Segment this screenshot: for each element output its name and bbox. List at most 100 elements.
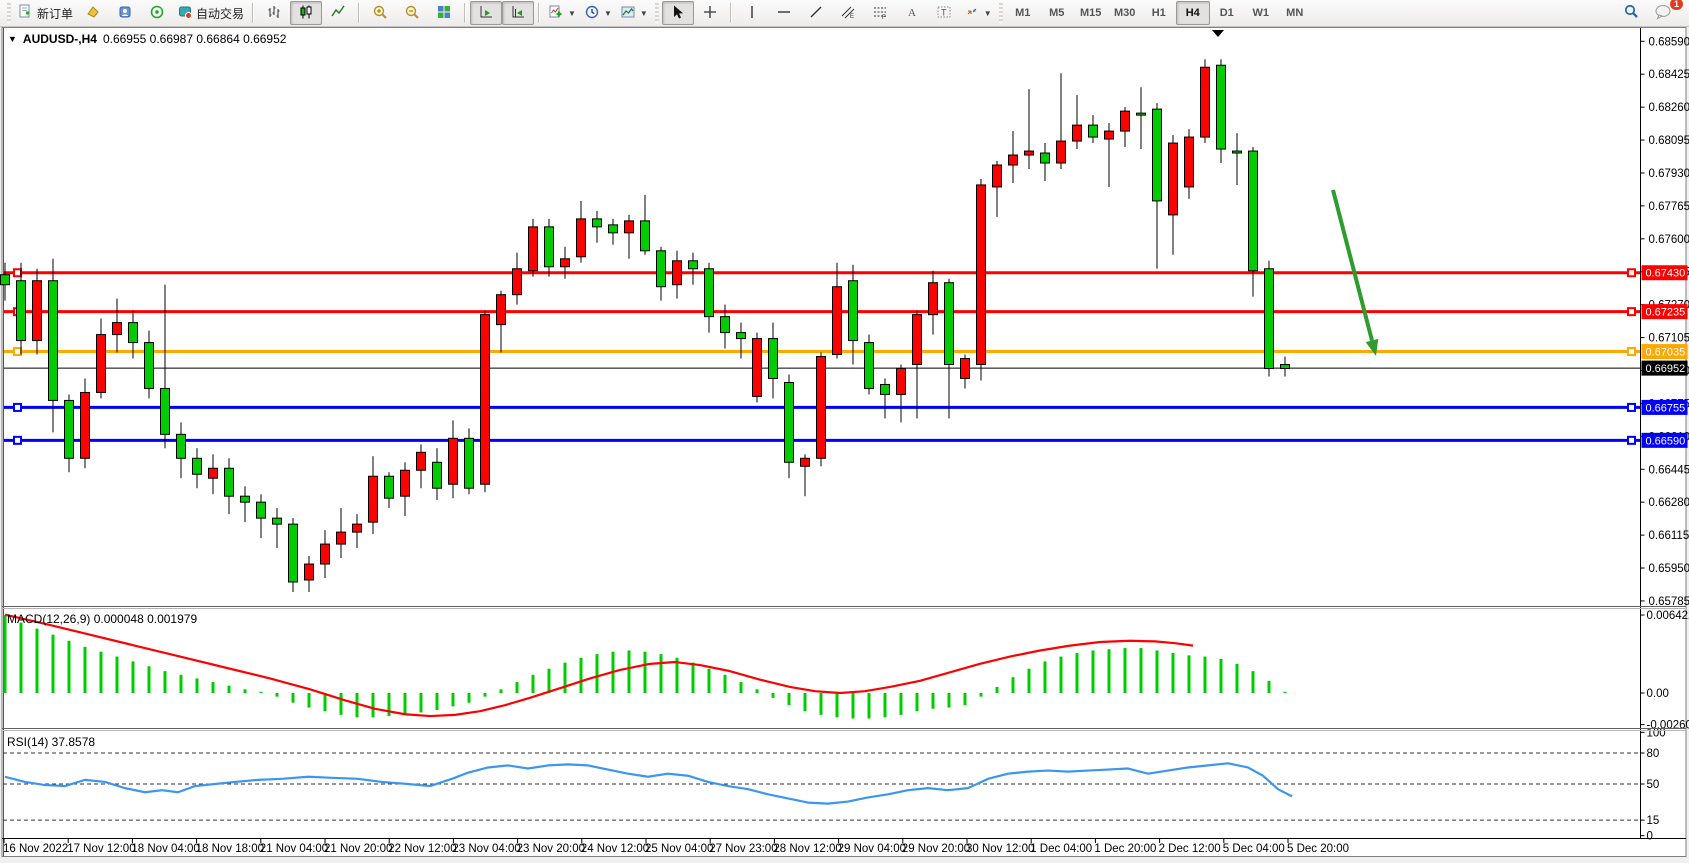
toolbar-grip[interactable] — [654, 3, 659, 23]
workspace-button[interactable] — [77, 1, 109, 25]
hline-handle[interactable] — [1627, 307, 1636, 317]
trendline-button[interactable] — [800, 1, 832, 25]
timeframe-group: M1 M5 M15 M30 H1 H4 D1 W1 MN — [1006, 1, 1312, 25]
horizontal-line-icon — [776, 4, 792, 23]
hline-handle[interactable] — [1627, 268, 1636, 278]
zoom-in-button[interactable] — [364, 1, 396, 25]
hline-handle[interactable] — [13, 268, 22, 278]
toolbar-grip[interactable] — [998, 3, 1003, 23]
tile-windows-button[interactable] — [428, 1, 460, 25]
profiles-icon — [117, 4, 133, 23]
periods-button[interactable]: ▼ — [580, 1, 616, 25]
arrows-shapes-button[interactable]: ▼ — [960, 1, 996, 25]
timeframe-m5-button[interactable]: M5 — [1049, 7, 1065, 19]
zoom-out-button[interactable] — [396, 1, 428, 25]
zoom-in-icon — [372, 4, 388, 23]
arrows-shapes-icon — [964, 4, 980, 23]
line-chart-button[interactable] — [322, 1, 354, 25]
dropdown-caret-icon: ▼ — [983, 8, 992, 18]
svg-text:23 Nov 04:00: 23 Nov 04:00 — [452, 843, 520, 855]
text-button[interactable]: A — [896, 1, 928, 25]
svg-text:23 Nov 20:00: 23 Nov 20:00 — [517, 843, 585, 855]
price-badge-0.67235: 0.67235 — [1646, 307, 1686, 319]
cursor-button[interactable] — [661, 1, 694, 25]
toolbar-separator — [252, 3, 255, 23]
timeframe-m15-button[interactable]: M15 — [1080, 7, 1102, 19]
svg-text:28 Nov 12:00: 28 Nov 12:00 — [773, 843, 841, 855]
symbol-dropdown-icon[interactable]: ▼ — [8, 34, 17, 44]
text-icon: A — [904, 4, 920, 23]
dropdown-caret-icon: ▼ — [603, 8, 612, 18]
horizontal-line-button[interactable] — [768, 1, 800, 25]
autotrading-label: 自动交易 — [196, 6, 245, 21]
svg-text:50: 50 — [1647, 779, 1660, 791]
timeframe-h4-button[interactable]: H4 — [1175, 1, 1210, 25]
hline-handle[interactable] — [1627, 435, 1636, 445]
svg-text:0.67105: 0.67105 — [1649, 333, 1689, 345]
equidistant-channel-button[interactable]: E — [832, 1, 864, 25]
svg-text:0.66115: 0.66115 — [1649, 530, 1689, 542]
svg-text:0.68590: 0.68590 — [1649, 36, 1689, 48]
timeframe-m30-button[interactable]: M30 — [1114, 7, 1136, 19]
templates-button[interactable]: ▼ — [616, 1, 652, 25]
svg-text:T: T — [941, 7, 947, 17]
hline-handle[interactable] — [13, 347, 22, 357]
chart-shift-icon — [510, 4, 526, 23]
down-arrow-annotation[interactable] — [1331, 189, 1379, 356]
toolbar-separator — [729, 3, 732, 23]
new-order-icon — [18, 4, 34, 23]
svg-text:29 Nov 04:00: 29 Nov 04:00 — [838, 843, 906, 855]
timeframe-h1-button[interactable]: H1 — [1151, 7, 1166, 19]
svg-text:0.67930: 0.67930 — [1649, 168, 1689, 180]
svg-text:16 Nov 2022: 16 Nov 2022 — [3, 843, 68, 855]
profiles-button[interactable] — [109, 1, 141, 25]
new-order-button[interactable]: 新订单 — [14, 1, 77, 25]
autoscroll-button[interactable] — [470, 1, 503, 25]
price-badge-0.67035: 0.67035 — [1646, 347, 1686, 359]
hline-handle[interactable] — [1627, 347, 1636, 357]
fibonacci-icon: F — [872, 4, 888, 23]
price-badge-0.66755: 0.66755 — [1646, 402, 1686, 414]
macd-indicator-label: MACD(12,26,9) 0.000048 0.001979 — [7, 612, 198, 626]
chart-shift-button[interactable] — [502, 1, 535, 25]
hline-handle[interactable] — [1627, 402, 1636, 412]
search-button[interactable] — [1615, 1, 1647, 25]
timeframe-w1-button[interactable]: W1 — [1252, 7, 1269, 19]
fibonacci-button[interactable]: F — [864, 1, 896, 25]
candlestick-chart-button[interactable] — [290, 1, 323, 25]
bar-position-marker-icon[interactable] — [1212, 30, 1224, 37]
autotrading-button[interactable]: 自动交易 — [173, 1, 248, 25]
svg-text:5 Dec 20:00: 5 Dec 20:00 — [1287, 843, 1349, 855]
toolbar-grip[interactable] — [7, 3, 11, 23]
hline-handle[interactable] — [13, 402, 22, 412]
vertical-line-button[interactable] — [736, 1, 768, 25]
timeframe-d1-button[interactable]: D1 — [1219, 7, 1234, 19]
rsi-line — [4, 762, 1293, 805]
svg-text:0.68260: 0.68260 — [1649, 102, 1689, 114]
hline-handle[interactable] — [13, 435, 22, 445]
signals-button[interactable] — [141, 1, 173, 25]
svg-text:15: 15 — [1647, 815, 1660, 827]
svg-text:E: E — [850, 14, 854, 20]
svg-text:1 Dec 04:00: 1 Dec 04:00 — [1030, 843, 1092, 855]
crosshair-button[interactable] — [694, 1, 726, 25]
svg-text:0.00: 0.00 — [1647, 688, 1669, 700]
text-label-button[interactable]: T — [928, 1, 960, 25]
indicator-panels-layer — [3, 613, 1641, 821]
candles-layer — [0, 59, 1290, 592]
timeframe-mn-button[interactable]: MN — [1286, 7, 1304, 19]
templates-icon — [620, 4, 636, 23]
svg-text:F: F — [882, 15, 886, 20]
chat-icon — [1654, 3, 1672, 23]
equidistant-channel-icon: E — [840, 4, 856, 23]
svg-text:0.68425: 0.68425 — [1649, 69, 1689, 81]
indicators-button[interactable]: ▼ — [544, 1, 580, 25]
chat-button[interactable]: 1 — [1647, 0, 1684, 25]
svg-text:0.65950: 0.65950 — [1649, 563, 1689, 575]
timeframe-m1-button[interactable]: M1 — [1015, 7, 1031, 19]
bar-chart-button[interactable] — [258, 1, 290, 25]
rsi-indicator-label: RSI(14) 37.8578 — [7, 735, 96, 749]
signals-icon — [149, 4, 165, 23]
svg-text:80: 80 — [1647, 748, 1660, 760]
